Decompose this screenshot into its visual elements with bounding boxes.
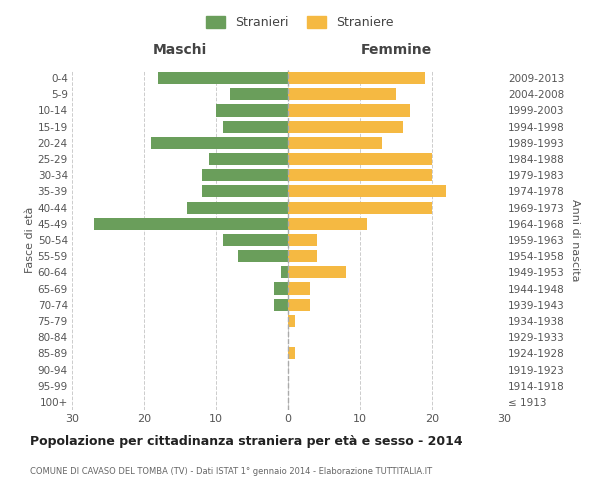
Bar xyxy=(281,266,288,278)
Bar xyxy=(288,186,446,198)
Bar xyxy=(288,234,317,246)
Bar xyxy=(288,348,295,360)
Bar xyxy=(238,250,288,262)
Bar xyxy=(274,298,288,311)
Bar xyxy=(288,153,432,165)
Bar xyxy=(288,298,310,311)
Bar xyxy=(94,218,288,230)
Bar xyxy=(288,315,295,327)
Bar xyxy=(151,137,288,149)
Y-axis label: Anni di nascita: Anni di nascita xyxy=(571,198,580,281)
Bar xyxy=(274,282,288,294)
Bar xyxy=(288,120,403,132)
Bar xyxy=(288,202,432,213)
Bar xyxy=(288,88,396,101)
Bar xyxy=(223,120,288,132)
Text: Popolazione per cittadinanza straniera per età e sesso - 2014: Popolazione per cittadinanza straniera p… xyxy=(30,435,463,448)
Bar xyxy=(187,202,288,213)
Text: COMUNE DI CAVASO DEL TOMBA (TV) - Dati ISTAT 1° gennaio 2014 - Elaborazione TUTT: COMUNE DI CAVASO DEL TOMBA (TV) - Dati I… xyxy=(30,468,432,476)
Bar xyxy=(288,250,317,262)
Bar xyxy=(288,137,382,149)
Bar xyxy=(288,218,367,230)
Bar xyxy=(288,282,310,294)
Bar xyxy=(216,104,288,117)
Bar xyxy=(288,72,425,84)
Bar xyxy=(209,153,288,165)
Bar xyxy=(223,234,288,246)
Bar xyxy=(288,266,346,278)
Y-axis label: Fasce di età: Fasce di età xyxy=(25,207,35,273)
Text: Maschi: Maschi xyxy=(153,44,207,58)
Bar xyxy=(288,169,432,181)
Legend: Stranieri, Straniere: Stranieri, Straniere xyxy=(202,11,398,34)
Bar xyxy=(158,72,288,84)
Bar xyxy=(202,169,288,181)
Bar xyxy=(288,104,410,117)
Bar xyxy=(202,186,288,198)
Bar xyxy=(230,88,288,101)
Text: Femmine: Femmine xyxy=(361,44,431,58)
